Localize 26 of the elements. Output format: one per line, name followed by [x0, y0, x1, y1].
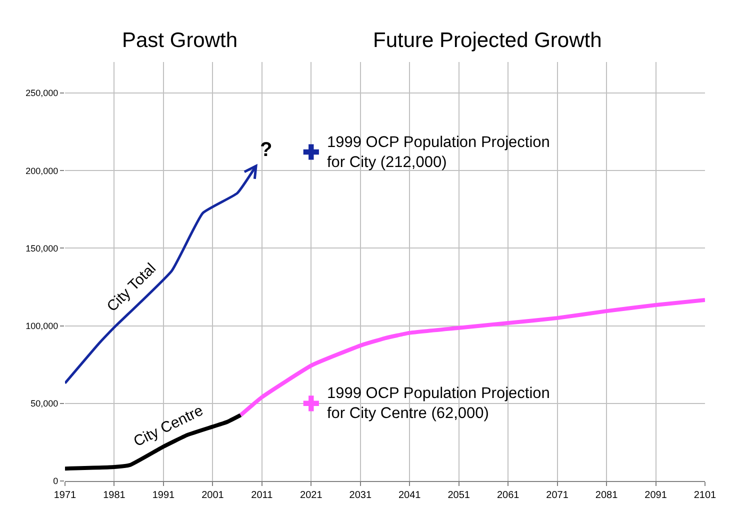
annotation: ? [260, 139, 272, 161]
x-tick-label: 2021 [300, 490, 323, 501]
x-tick-label: 1991 [152, 490, 176, 501]
x-tick-label: 2071 [546, 490, 569, 501]
x-tick-label: 2081 [595, 490, 618, 501]
y-tick-label: 200,000 [26, 166, 58, 176]
x-tick-label: 2061 [496, 490, 520, 501]
annotation: 1999 OCP Population Projection for City Centre (62,000) [327, 385, 550, 422]
x-tick-label: 2041 [398, 490, 422, 501]
y-tick-label: 0 [53, 476, 58, 486]
y-tick-label: 100,000 [26, 320, 58, 331]
y-tick-label: 150,000 [26, 243, 58, 254]
x-tick-label: 2031 [349, 490, 372, 501]
text: City Centre [130, 402, 206, 450]
x-tick-label: 2001 [202, 490, 224, 501]
x-tick-label: 2051 [448, 490, 470, 501]
x-tick-label: 1981 [103, 490, 126, 501]
text: Future Projected Growth [373, 29, 602, 52]
x-tick-label: 2011 [251, 490, 274, 501]
y-tick-label: 250,000 [26, 88, 58, 98]
x-tick-label: 2091 [644, 490, 668, 501]
y-tick-label: 50,000 [30, 398, 58, 409]
x-tick-label: 2101 [694, 490, 717, 501]
text: Past Growth [122, 29, 238, 52]
x-tick-label: 1971 [54, 490, 77, 501]
annotation: 1999 OCP Population Projection for City (212,000) [327, 134, 550, 172]
